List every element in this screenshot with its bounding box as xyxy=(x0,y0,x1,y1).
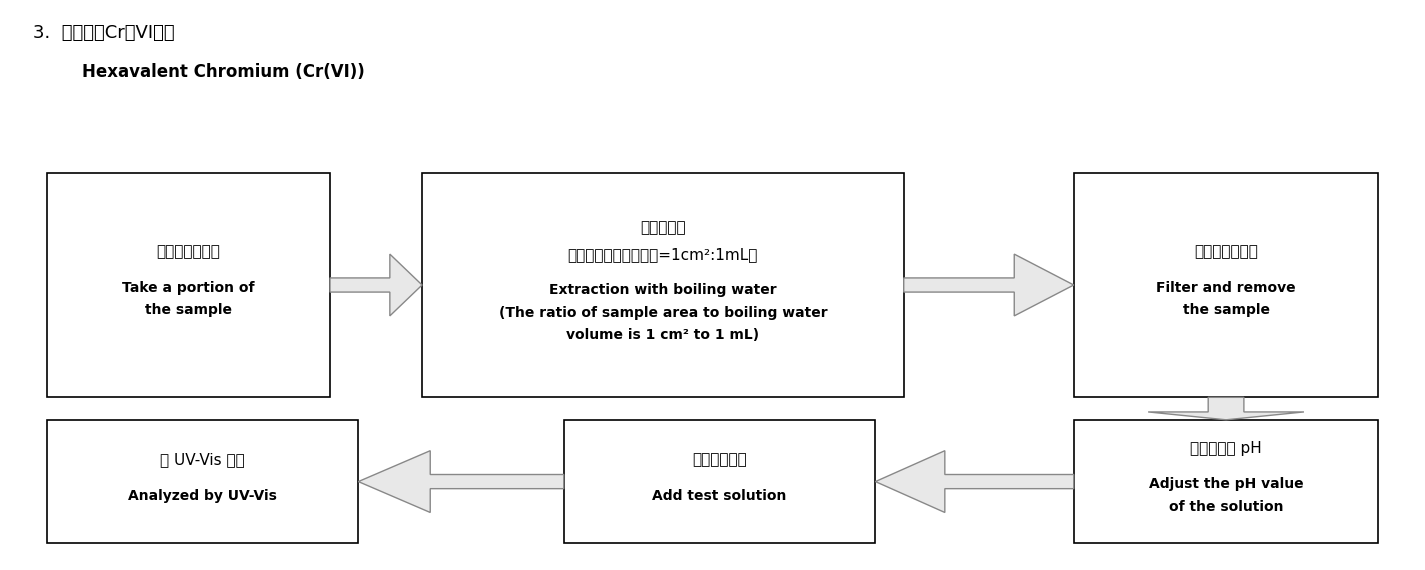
Text: （样品面积：沸水体积=1cm²:1mL）: （样品面积：沸水体积=1cm²:1mL） xyxy=(567,247,758,262)
Text: the sample: the sample xyxy=(145,303,232,317)
Text: Hexavalent Chromium (Cr(VI)): Hexavalent Chromium (Cr(VI)) xyxy=(83,63,365,81)
Text: 3.  六价铬（Cr（VI））: 3. 六价铬（Cr（VI）） xyxy=(33,24,174,42)
Text: Adjust the pH value: Adjust the pH value xyxy=(1149,478,1304,491)
Text: volume is 1 cm² to 1 mL): volume is 1 cm² to 1 mL) xyxy=(566,328,760,342)
Polygon shape xyxy=(875,451,1074,512)
Text: of the solution: of the solution xyxy=(1168,500,1284,514)
Text: the sample: the sample xyxy=(1183,303,1270,317)
Text: 过滤并除去样品: 过滤并除去样品 xyxy=(1194,245,1258,259)
Text: Extraction with boiling water: Extraction with boiling water xyxy=(549,283,777,297)
Text: (The ratio of sample area to boiling water: (The ratio of sample area to boiling wat… xyxy=(499,306,828,320)
Text: 添加测试溶液: 添加测试溶液 xyxy=(693,453,747,467)
Polygon shape xyxy=(358,451,564,512)
Bar xyxy=(422,173,903,397)
Polygon shape xyxy=(903,254,1074,316)
Polygon shape xyxy=(331,254,422,316)
Text: Take a portion of: Take a portion of xyxy=(123,281,255,295)
Text: 用沸水萸取: 用沸水萸取 xyxy=(640,220,685,235)
Text: Filter and remove: Filter and remove xyxy=(1156,281,1295,295)
Text: 用 UV-Vis 分析: 用 UV-Vis 分析 xyxy=(160,453,245,467)
Bar xyxy=(47,173,331,397)
Text: 取适量测试样品: 取适量测试样品 xyxy=(157,245,221,259)
Bar xyxy=(1074,173,1378,397)
Polygon shape xyxy=(1149,397,1304,420)
Text: Analyzed by UV-Vis: Analyzed by UV-Vis xyxy=(128,488,276,503)
Text: Add test solution: Add test solution xyxy=(653,488,787,503)
Text: 调节溶液的 pH: 调节溶液的 pH xyxy=(1190,441,1263,456)
Bar xyxy=(564,420,875,543)
Bar xyxy=(1074,420,1378,543)
Bar xyxy=(47,420,358,543)
